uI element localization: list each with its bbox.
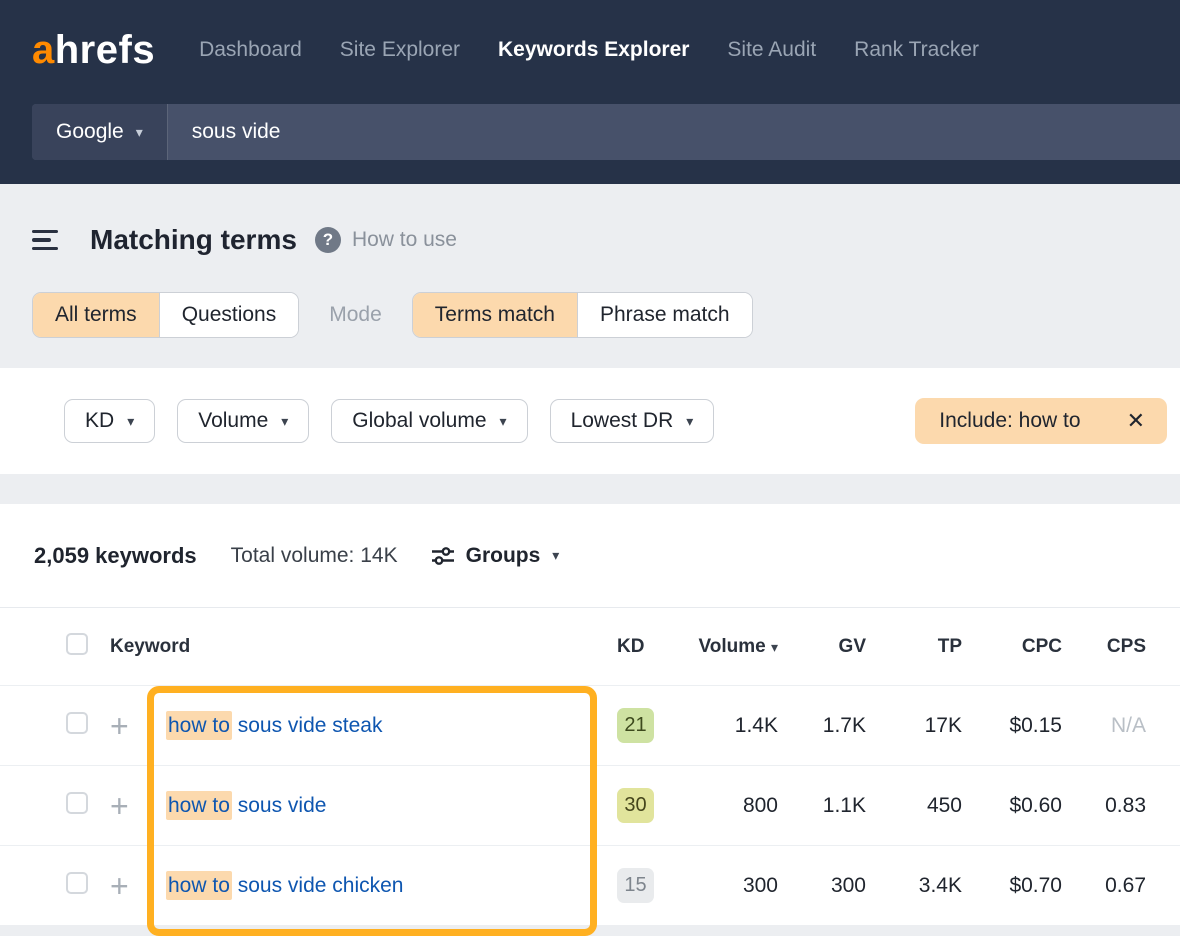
report-menu-icon[interactable] bbox=[32, 229, 58, 251]
remove-filter-button[interactable]: ✕ bbox=[1105, 398, 1167, 444]
table-header-row: Keyword KD Volume ▾ GV TP CPC CPS bbox=[0, 608, 1180, 685]
keyword-text: sous vide chicken bbox=[231, 873, 404, 897]
volume-value: 1.4K bbox=[734, 713, 778, 737]
cpc-value: $0.15 bbox=[1009, 713, 1062, 737]
gv-value: 1.7K bbox=[822, 713, 866, 737]
column-header-kd[interactable]: KD bbox=[617, 635, 645, 657]
volume-value: 300 bbox=[742, 873, 778, 897]
filter-global-volume-label: Global volume bbox=[352, 409, 487, 432]
cpc-value: $0.60 bbox=[1009, 793, 1062, 817]
toggle-all-terms[interactable]: All terms bbox=[33, 293, 159, 337]
top-nav: ahrefs Dashboard Site Explorer Keywords … bbox=[0, 0, 1180, 184]
help-icon: ? bbox=[314, 227, 341, 253]
column-header-tp[interactable]: TP bbox=[937, 635, 962, 657]
include-highlight: how to bbox=[166, 790, 232, 820]
search-engine-label: Google bbox=[56, 120, 124, 143]
kd-badge: 15 bbox=[617, 868, 654, 903]
mode-label: Mode bbox=[329, 303, 382, 326]
volume-value: 800 bbox=[742, 793, 778, 817]
column-header-keyword: Keyword bbox=[110, 635, 191, 657]
groups-dropdown[interactable]: Groups ▾ bbox=[431, 543, 560, 568]
cps-value: 0.67 bbox=[1105, 873, 1146, 897]
page-title: Matching terms bbox=[90, 224, 297, 255]
include-filter-label: Include: how to bbox=[939, 409, 1081, 432]
nav-item-dashboard[interactable]: Dashboard bbox=[199, 38, 302, 61]
include-highlight: how to bbox=[166, 870, 232, 900]
chevron-down-icon: ▾ bbox=[499, 412, 507, 429]
filter-volume-dropdown[interactable]: Volume ▾ bbox=[177, 399, 310, 443]
filter-lowest-dr-dropdown[interactable]: Lowest DR ▾ bbox=[549, 399, 715, 443]
add-keyword-button[interactable]: + bbox=[110, 707, 129, 744]
keywords-count: 2,059 keywords bbox=[34, 542, 197, 568]
table-row: + how to sous vide steak 21 1.4K 1.7K 17… bbox=[0, 685, 1180, 765]
keyword-text: sous vide steak bbox=[231, 713, 383, 737]
tp-value: 450 bbox=[926, 793, 962, 817]
search-query-text: sous vide bbox=[191, 120, 281, 143]
tp-value: 17K bbox=[924, 713, 962, 737]
select-all-checkbox[interactable] bbox=[66, 632, 88, 655]
total-volume: Total volume: 14K bbox=[230, 543, 398, 567]
filter-kd-dropdown[interactable]: KD ▾ bbox=[64, 399, 156, 443]
nav-item-rank-tracker[interactable]: Rank Tracker bbox=[854, 38, 980, 61]
nav-item-site-explorer[interactable]: Site Explorer bbox=[339, 38, 461, 61]
column-header-gv[interactable]: GV bbox=[838, 635, 866, 657]
tp-value: 3.4K bbox=[918, 873, 962, 897]
keyword-link[interactable]: how to sous vide bbox=[166, 790, 327, 820]
how-to-use-link[interactable]: ? How to use bbox=[314, 227, 457, 253]
table-row: + how to sous vide chicken 15 300 300 3.… bbox=[0, 845, 1180, 925]
gv-value: 1.1K bbox=[822, 793, 866, 817]
filter-kd-label: KD bbox=[85, 409, 115, 432]
chevron-down-icon: ▾ bbox=[135, 123, 143, 140]
keyword-link[interactable]: how to sous vide steak bbox=[166, 710, 383, 740]
ahrefs-logo[interactable]: ahrefs bbox=[32, 28, 155, 73]
include-filter-chip[interactable]: Include: how to ✕ bbox=[915, 398, 1167, 444]
kd-badge: 30 bbox=[617, 788, 654, 823]
row-checkbox[interactable] bbox=[66, 711, 88, 734]
cps-value: N/A bbox=[1110, 713, 1146, 737]
include-highlight: how to bbox=[166, 710, 232, 740]
main-nav: Dashboard Site Explorer Keywords Explore… bbox=[199, 38, 979, 62]
filter-global-volume-dropdown[interactable]: Global volume ▾ bbox=[331, 399, 528, 443]
column-header-cpc[interactable]: CPC bbox=[1021, 635, 1062, 657]
groups-label: Groups bbox=[465, 543, 541, 567]
kd-badge: 21 bbox=[617, 708, 654, 743]
filter-lowest-dr-label: Lowest DR bbox=[570, 409, 674, 432]
gv-value: 300 bbox=[830, 873, 866, 897]
results-panel: 2,059 keywords Total volume: 14K Groups … bbox=[0, 504, 1180, 925]
nav-item-site-audit[interactable]: Site Audit bbox=[727, 38, 817, 61]
cps-value: 0.83 bbox=[1105, 793, 1146, 817]
keyword-text: sous vide bbox=[231, 793, 327, 817]
search-row: Google ▾ sous vide bbox=[0, 100, 1180, 184]
search-input[interactable]: sous vide bbox=[168, 104, 1180, 160]
terms-toggle-group: All terms Questions bbox=[32, 292, 300, 338]
cpc-value: $0.70 bbox=[1009, 873, 1062, 897]
row-checkbox[interactable] bbox=[66, 871, 88, 894]
column-header-volume[interactable]: Volume ▾ bbox=[698, 635, 778, 657]
filters-bar: KD ▾ Volume ▾ Global volume ▾ Lowest DR … bbox=[0, 368, 1180, 474]
column-header-cps[interactable]: CPS bbox=[1106, 635, 1146, 657]
toggle-terms-match[interactable]: Terms match bbox=[412, 293, 577, 337]
chevron-down-icon: ▾ bbox=[281, 412, 289, 429]
toggle-phrase-match[interactable]: Phrase match bbox=[576, 293, 752, 337]
add-keyword-button[interactable]: + bbox=[110, 867, 129, 904]
chevron-down-icon: ▾ bbox=[686, 412, 694, 429]
match-mode-toggle-group: Terms match Phrase match bbox=[411, 292, 753, 338]
logo-accent-letter: a bbox=[32, 27, 55, 72]
logo-rest: hrefs bbox=[54, 27, 156, 72]
sliders-icon bbox=[431, 546, 454, 565]
how-to-use-label: How to use bbox=[351, 228, 457, 251]
search-engine-dropdown[interactable]: Google ▾ bbox=[32, 104, 168, 160]
filter-volume-label: Volume bbox=[198, 409, 269, 432]
main-content: Matching terms ? How to use All terms Qu… bbox=[0, 184, 1180, 925]
chevron-down-icon: ▾ bbox=[127, 412, 135, 429]
nav-item-keywords-explorer[interactable]: Keywords Explorer bbox=[498, 38, 690, 61]
row-checkbox[interactable] bbox=[66, 791, 88, 814]
keyword-link[interactable]: how to sous vide chicken bbox=[166, 870, 404, 900]
sort-caret-icon: ▾ bbox=[770, 638, 778, 655]
chevron-down-icon: ▾ bbox=[552, 547, 560, 563]
add-keyword-button[interactable]: + bbox=[110, 787, 129, 824]
toggle-questions[interactable]: Questions bbox=[158, 293, 299, 337]
table-row: + how to sous vide 30 800 1.1K 450 $0.60… bbox=[0, 765, 1180, 845]
